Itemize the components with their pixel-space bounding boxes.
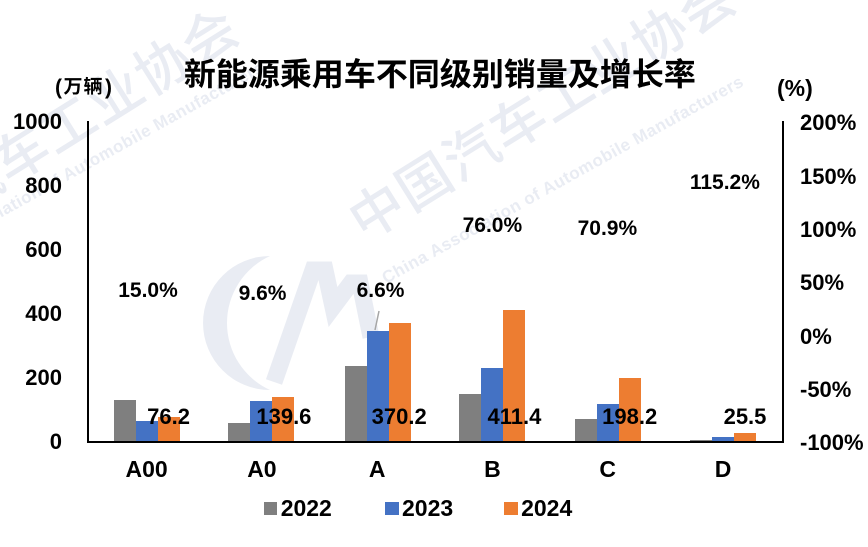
svg-text:): ) xyxy=(105,76,112,99)
svg-text:(: ( xyxy=(55,76,62,99)
